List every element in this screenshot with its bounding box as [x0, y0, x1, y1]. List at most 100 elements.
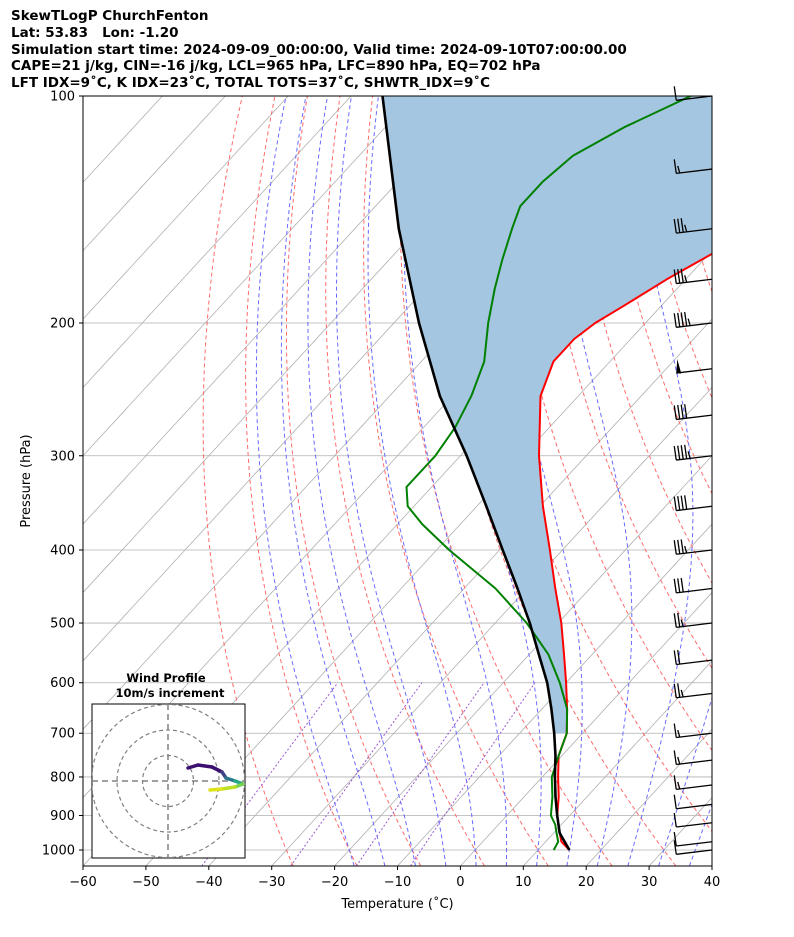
isotherm: [83, 96, 415, 457]
dry-adiabat: [202, 96, 294, 866]
x-axis-label: Temperature (˚C): [340, 896, 453, 912]
isotherm: [334, 455, 712, 866]
moist-adiabat: [625, 96, 694, 866]
wind-barb: [673, 723, 713, 739]
hodograph-segment: [220, 785, 237, 791]
isotherm: [460, 591, 712, 866]
wind-barb: [673, 683, 713, 699]
mixing-ratio-line: [201, 682, 339, 866]
dry-adiabat: [245, 96, 358, 866]
moist-adiabat: [336, 96, 447, 866]
dry-adiabat: [325, 96, 485, 866]
time-line: Simulation start time: 2024-09-09_00:00:…: [11, 41, 627, 58]
x-tick-label: −60: [69, 875, 96, 890]
dry-adiabat: [399, 96, 613, 866]
moist-adiabat: [550, 96, 633, 866]
wind-barb: [673, 159, 713, 175]
mixing-ratio-line: [290, 682, 423, 866]
dewpoint-line: [405, 96, 692, 851]
parcel-line: [381, 96, 571, 851]
wind-barb: [673, 840, 713, 855]
dry-adiabat: [534, 96, 712, 669]
location-line: Lat: 53.83 Lon: -1.20: [11, 24, 179, 41]
wind-barb: [673, 831, 713, 847]
y-tick-label: 900: [50, 809, 75, 824]
indices-line: LFT IDX=9˚C, K IDX=23˚C, TOTAL TOTS=37˚C…: [11, 75, 491, 92]
params-line: CAPE=21 j/kg, CIN=-16 j/kg, LCL=965 hPa,…: [11, 58, 541, 75]
y-tick-label: 200: [50, 316, 75, 331]
moist-adiabat: [255, 96, 355, 866]
isotherm: [83, 96, 478, 525]
wind-barb: [673, 404, 713, 421]
x-tick-label: −50: [132, 875, 159, 890]
wind-barb: [673, 539, 713, 555]
y-tick-label: 500: [50, 617, 75, 632]
moist-adiabat: [367, 96, 477, 866]
y-tick-label: 800: [50, 770, 75, 785]
x-tick-label: 30: [641, 875, 658, 890]
x-tick-label: 20: [578, 875, 595, 890]
chart-title: SkewTLogP ChurchFenton: [11, 8, 209, 24]
moist-adiabat: [307, 96, 416, 866]
y-axis-label: Pressure (hPa): [19, 434, 34, 527]
x-tick-label: −10: [384, 875, 411, 890]
moist-adiabat: [403, 96, 508, 866]
chart-header: SkewTLogP ChurchFenton Lat: 53.83 Lon: -…: [11, 8, 627, 92]
cape-fill-layer: [382, 96, 712, 734]
wind-barb: [673, 577, 713, 594]
x-tick-label: 10: [515, 875, 532, 890]
hodograph-segment: [208, 787, 224, 792]
isotherm: [397, 523, 712, 866]
wind-barb: [673, 750, 713, 766]
wind-barb: [673, 775, 713, 790]
hodograph-segment: [196, 763, 214, 769]
isotherm: [83, 96, 289, 320]
y-tick-label: 400: [50, 543, 75, 558]
x-tick-label: −40: [195, 875, 222, 890]
inset-subtitle: 10m/s increment: [116, 686, 225, 700]
cape-area: [382, 96, 712, 734]
hodograph-segment: [210, 765, 224, 774]
mixing-ratio-line: [355, 682, 485, 866]
wind-barb: [676, 359, 713, 374]
dry-adiabat: [763, 96, 794, 866]
wind-barb: [673, 812, 713, 828]
y-tick-label: 300: [50, 449, 75, 464]
y-tick-label: 700: [50, 727, 75, 742]
y-tick-label: 1000: [42, 844, 75, 859]
x-tick-label: 40: [704, 875, 721, 890]
wind-barb: [673, 444, 713, 461]
isotherm: [83, 96, 226, 252]
isotherm: [585, 728, 712, 866]
y-tick-label: 100: [50, 90, 75, 105]
mixing-ratio-line: [409, 682, 536, 866]
axes: −60 −50 −40 −30 −20 −10 0 10 20 30 40 100 200 300 400 5…: [19, 90, 720, 913]
isotherm: [711, 865, 712, 866]
wind-barb: [673, 268, 713, 285]
dry-adiabat: [731, 96, 794, 866]
moist-adiabat: [280, 96, 386, 866]
x-tick-label: −30: [258, 875, 285, 890]
moist-adiabat: [720, 96, 794, 866]
moist-adiabat: [658, 696, 712, 866]
moist-adiabat: [444, 96, 542, 866]
isotherm: [208, 318, 712, 866]
wind-barb: [673, 218, 713, 234]
wind-barb: [673, 794, 713, 810]
isotherm: [271, 386, 712, 866]
y-tick-label: 600: [50, 676, 75, 691]
wind-barb: [673, 649, 713, 666]
dry-adiabat: [567, 96, 712, 584]
wind-barb: [673, 86, 713, 101]
wind-barb: [673, 495, 713, 512]
wind-barb: [673, 311, 713, 328]
x-tick-label: −20: [321, 875, 348, 890]
wind-barbs: [673, 86, 713, 855]
x-tick-label: 0: [456, 875, 464, 890]
inset-title: Wind Profile: [126, 671, 206, 685]
moist-adiabat: [492, 96, 583, 866]
temperature-line: [538, 252, 712, 851]
profile-lines: [381, 96, 712, 851]
